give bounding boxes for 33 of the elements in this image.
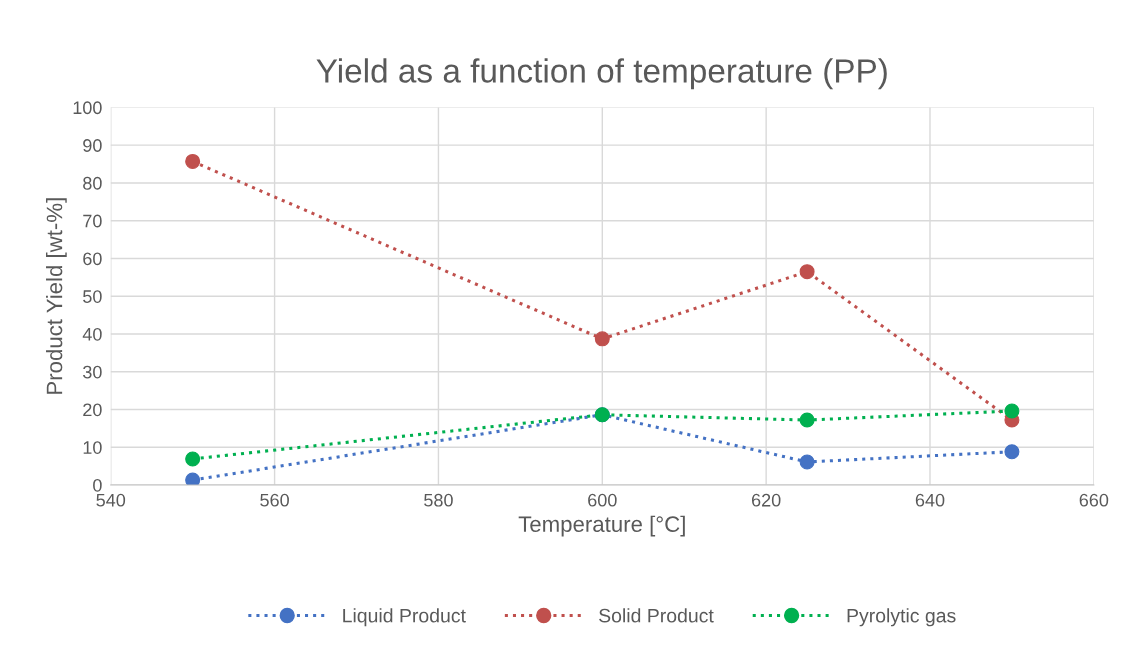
legend-label: Pyrolytic gas xyxy=(847,608,956,627)
x-tick-label: 600 xyxy=(588,493,617,507)
point xyxy=(185,451,201,467)
x-tick-label: 640 xyxy=(915,493,945,507)
y-tick-label: 20 xyxy=(83,403,102,417)
x-tick-label: 620 xyxy=(752,493,781,507)
chart-title: Yield as a function of temperature (PP) xyxy=(316,58,887,90)
point xyxy=(594,331,610,347)
point xyxy=(185,153,201,169)
point xyxy=(185,472,201,485)
y-tick-label: 10 xyxy=(83,441,102,454)
y-tick-label: 30 xyxy=(83,365,102,379)
y-tick-label: 0 xyxy=(93,478,102,492)
y-tick-label: 70 xyxy=(83,214,102,228)
point xyxy=(799,264,815,280)
y-tick-label: 90 xyxy=(83,139,102,152)
x-axis-title: Temperature [°C] xyxy=(518,515,685,537)
point xyxy=(1004,403,1020,419)
x-tick-label: 580 xyxy=(424,493,453,507)
y-tick-label: 100 xyxy=(73,101,102,115)
legend-label: Solid Product xyxy=(599,608,714,623)
point xyxy=(799,412,815,428)
legend-label: Liquid Product xyxy=(343,608,466,627)
y-tick-label: 50 xyxy=(83,290,102,303)
x-tick-label: 560 xyxy=(260,493,289,507)
y-axis-title: Product Yield [wt-%] xyxy=(46,198,67,394)
y-tick-label: 40 xyxy=(82,327,102,341)
x-tick-label: 660 xyxy=(1079,493,1109,507)
y-tick-label: 80 xyxy=(83,176,102,190)
x-tick-label: 540 xyxy=(96,493,126,507)
point xyxy=(799,454,815,470)
point xyxy=(1004,444,1020,460)
y-tick-label: 60 xyxy=(83,252,102,266)
